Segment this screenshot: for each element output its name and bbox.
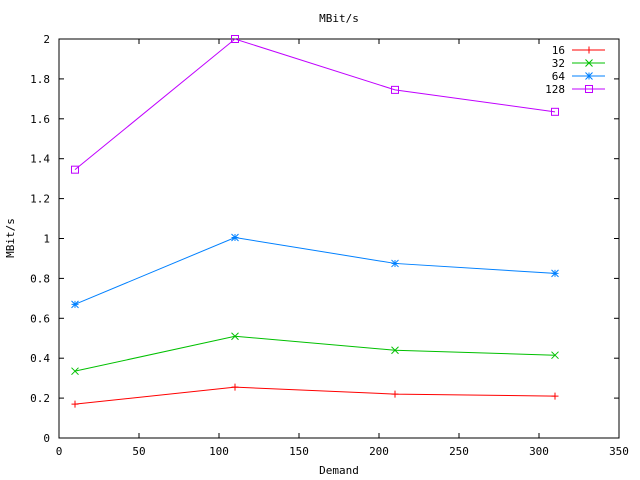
series-64 xyxy=(71,233,559,309)
data-point xyxy=(551,351,559,360)
series-line xyxy=(74,335,556,372)
y-tick-label: 2 xyxy=(43,33,50,46)
legend-label: 64 xyxy=(552,70,566,83)
data-point xyxy=(391,346,399,355)
x-tick-label: 300 xyxy=(529,445,549,458)
y-tick-label: 0.4 xyxy=(30,352,50,365)
y-tick-label: 0.2 xyxy=(30,392,50,405)
legend-item: 128 xyxy=(545,83,605,96)
chart-title: MBit/s xyxy=(319,12,359,25)
legend-label: 16 xyxy=(552,44,565,57)
legend-item: 64 xyxy=(552,70,605,83)
data-point xyxy=(551,269,559,278)
series-32 xyxy=(71,332,559,376)
legend-marker xyxy=(585,85,593,93)
legend-item: 32 xyxy=(552,57,605,70)
data-point xyxy=(71,165,79,174)
x-tick-label: 200 xyxy=(369,445,389,458)
y-tick-label: 1.4 xyxy=(30,153,50,166)
x-tick-label: 250 xyxy=(449,445,469,458)
y-tick-label: 1.2 xyxy=(30,193,50,206)
data-point xyxy=(391,259,399,268)
y-tick-label: 0.6 xyxy=(30,312,50,325)
data-point xyxy=(71,300,79,309)
data-point xyxy=(231,332,239,341)
legend-marker xyxy=(585,59,593,67)
data-point xyxy=(231,35,239,43)
legend-marker xyxy=(585,46,593,54)
legend-marker xyxy=(585,72,593,80)
data-point xyxy=(391,390,399,398)
data-point xyxy=(71,400,79,408)
data-point xyxy=(71,367,79,376)
series-line xyxy=(74,386,556,405)
legend-item: 16 xyxy=(552,44,605,57)
series-16 xyxy=(71,383,559,408)
x-tick-label: 0 xyxy=(56,445,63,458)
x-tick-label: 150 xyxy=(289,445,309,458)
x-tick-label: 50 xyxy=(132,445,145,458)
legend-label: 128 xyxy=(545,83,565,96)
x-axis-label: Demand xyxy=(319,464,359,477)
series-line xyxy=(74,236,556,305)
data-point xyxy=(551,392,559,400)
data-point xyxy=(231,383,239,391)
data-point xyxy=(231,233,239,242)
series-line xyxy=(74,38,556,171)
y-tick-label: 0.8 xyxy=(30,272,50,285)
data-point xyxy=(551,107,559,116)
y-tick-label: 1 xyxy=(43,233,50,246)
y-tick-label: 1.8 xyxy=(30,73,50,86)
series-128 xyxy=(71,35,559,174)
y-axis-label: MBit/s xyxy=(4,218,17,258)
x-tick-label: 100 xyxy=(209,445,229,458)
y-tick-label: 1.6 xyxy=(30,113,50,126)
y-tick-label: 0 xyxy=(43,432,50,445)
x-tick-label: 350 xyxy=(609,445,629,458)
legend-label: 32 xyxy=(552,57,565,70)
data-point xyxy=(391,85,399,94)
